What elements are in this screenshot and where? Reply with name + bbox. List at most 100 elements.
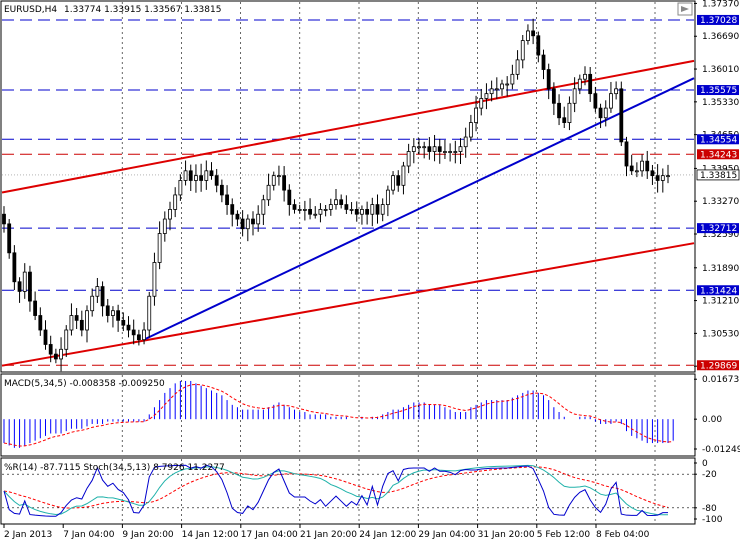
horizontal-level-tag xyxy=(697,285,739,296)
candle-body xyxy=(199,175,204,181)
candle-body xyxy=(474,107,478,123)
candle-body xyxy=(349,209,354,211)
candle-body xyxy=(494,88,499,91)
candle-body xyxy=(344,204,349,210)
candle-body xyxy=(360,209,364,215)
chart-shift-icon[interactable] xyxy=(677,2,693,16)
wpr-stoch-pane: 0-20 -80-100 %R(14) -87.7115 Stoch(34,5,1… xyxy=(0,457,723,525)
time-tick-label: 31 Jan 20:00 xyxy=(478,530,535,540)
horizontal-level-label: 1.34554 xyxy=(700,135,737,145)
candle-body xyxy=(194,175,198,181)
price-pane: 1.373701.366901.360101.353301.346501.339… xyxy=(0,0,739,373)
candle-body xyxy=(90,295,95,312)
candle-body xyxy=(385,189,390,205)
candle-body xyxy=(427,146,432,152)
candle-body xyxy=(74,315,79,321)
time-tick-label: 24 Jan 12:00 xyxy=(359,530,416,540)
candle-body xyxy=(339,199,344,205)
candle-body xyxy=(515,59,520,75)
candle-body xyxy=(282,175,287,191)
wpr-stoch-pane-frame xyxy=(0,457,696,525)
candle-body xyxy=(479,98,484,109)
wpr-line xyxy=(3,464,668,517)
horizontal-level-label: 1.29869 xyxy=(700,361,737,371)
macd-tick-label: 0.00 xyxy=(702,415,722,425)
candle-body xyxy=(2,213,6,225)
price-tick-label: 1.31210 xyxy=(702,297,739,307)
candle-body xyxy=(152,262,157,297)
candle-body xyxy=(432,146,437,152)
horizontal-level-label: 1.31424 xyxy=(700,286,737,296)
candle-body xyxy=(28,271,32,302)
price-tick-label: 1.30530 xyxy=(702,329,739,339)
candle-body xyxy=(157,233,162,263)
candle-body xyxy=(448,151,453,153)
macd-pane-frame xyxy=(0,373,696,457)
candle-body xyxy=(370,204,375,215)
candle-body xyxy=(79,319,84,331)
macd-axis: 0.016731 0.00 -0.01249 xyxy=(694,375,740,455)
price-axis: 1.373701.366901.360101.353301.346501.339… xyxy=(694,0,739,372)
oscillator-tick-label: 0 xyxy=(702,459,708,469)
oscillator-axis: 0-20 -80-100 xyxy=(694,459,723,525)
time-tick-label: 29 Jan 04:00 xyxy=(418,530,475,540)
candle-body xyxy=(204,170,209,181)
candle-body xyxy=(147,295,152,331)
current-price-tag xyxy=(696,169,740,181)
symbol-title: EURUSD,H4 xyxy=(4,5,57,15)
candle-body xyxy=(219,184,224,196)
candle-body xyxy=(380,204,385,215)
candle-body xyxy=(520,40,525,61)
candle-body xyxy=(593,93,598,109)
time-tick-label: 2 Jan 2013 xyxy=(4,530,52,540)
candle-body xyxy=(111,310,115,316)
candle-body xyxy=(396,175,401,186)
candle-body xyxy=(126,324,131,331)
candle-body xyxy=(484,93,489,99)
candle-body xyxy=(437,146,442,152)
oscillator-tick-label: -80 xyxy=(702,504,717,514)
candle-body xyxy=(85,310,89,331)
candle-body xyxy=(121,319,126,326)
candle-body xyxy=(271,175,276,186)
candle-body xyxy=(629,165,634,172)
candle-body xyxy=(292,204,297,210)
candle-body xyxy=(463,136,468,148)
candle-body xyxy=(313,213,318,216)
candle-body xyxy=(188,170,193,181)
candle-body xyxy=(334,199,338,205)
candle-body xyxy=(598,107,603,119)
horizontal-level-label: 1.37028 xyxy=(700,16,737,26)
price-tick-label: 1.33270 xyxy=(702,197,739,207)
candle-body xyxy=(302,209,307,211)
macd-pane: 0.016731 0.00 -0.01249 MACD(5,34,5) -0.008… xyxy=(0,373,740,457)
time-tick-label: 9 Jan 20:00 xyxy=(122,530,174,540)
candle-body xyxy=(562,117,567,123)
candle-body xyxy=(261,199,266,215)
macd-label: MACD(5,34,5) -0.008358 -0.009250 xyxy=(4,379,165,389)
candle-body xyxy=(365,209,370,215)
candle-body xyxy=(12,252,17,283)
candle-body xyxy=(43,329,48,345)
candle-body xyxy=(634,170,639,173)
horizontal-level-tag xyxy=(697,223,739,234)
candle-body xyxy=(557,102,561,119)
candle-body xyxy=(95,286,100,297)
candle-body xyxy=(318,209,323,215)
candle-body xyxy=(489,88,494,95)
candle-body xyxy=(375,204,380,215)
candle-body xyxy=(411,146,416,152)
candle-body xyxy=(256,213,261,225)
candle-body xyxy=(614,88,619,95)
candle-body xyxy=(624,141,629,167)
candle-body xyxy=(406,151,411,167)
candle-body xyxy=(240,218,245,230)
candle-body xyxy=(588,73,593,95)
candle-body xyxy=(453,151,458,153)
trendline xyxy=(143,77,695,341)
oscillator-grid xyxy=(2,459,694,523)
candle-body xyxy=(136,334,141,341)
candle-body xyxy=(168,209,172,220)
candle-body xyxy=(100,286,105,307)
